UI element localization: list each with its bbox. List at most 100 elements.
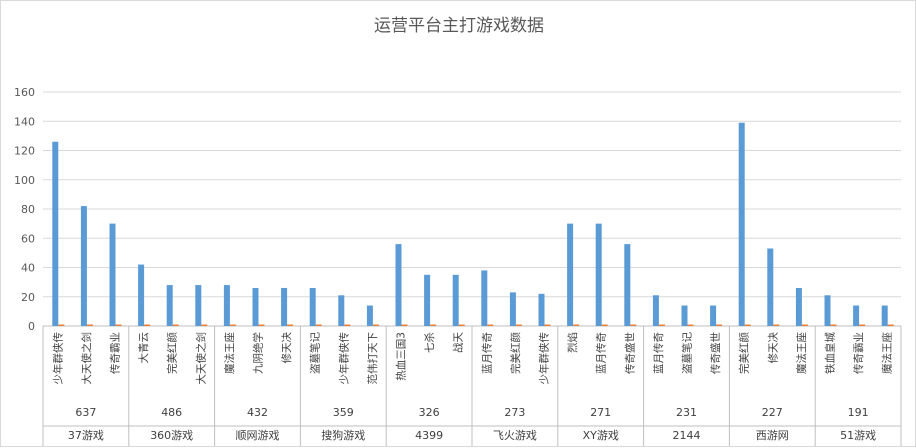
- bar-secondary: [372, 324, 379, 326]
- x-category-label: 少年群侠传: [51, 332, 64, 385]
- x-category-label: 铁血皇城: [824, 332, 837, 374]
- bar-secondary: [573, 324, 580, 326]
- bar-secondary: [744, 324, 751, 326]
- group-total-label: 271: [590, 406, 611, 419]
- x-category-label: 修天决: [766, 332, 779, 364]
- bar: [738, 122, 745, 327]
- bar: [452, 274, 459, 326]
- group-total-label: 191: [848, 406, 869, 419]
- group-total-label: 227: [762, 406, 783, 419]
- bar: [767, 248, 774, 326]
- bar: [309, 287, 316, 326]
- x-category-label: 传奇盛世: [623, 332, 636, 374]
- bar-secondary: [58, 324, 65, 326]
- y-tick-label: 20: [21, 291, 35, 304]
- bar: [138, 264, 145, 326]
- bar-secondary: [315, 324, 322, 326]
- bar: [223, 285, 230, 326]
- bar-secondary: [287, 324, 294, 326]
- platform-label: 37游戏: [68, 429, 104, 442]
- bar-secondary: [401, 324, 408, 326]
- y-tick-label: 120: [14, 145, 35, 158]
- x-category-label: 魔法王座: [223, 332, 236, 374]
- bar: [538, 293, 545, 326]
- platform-label: 51游戏: [840, 429, 876, 442]
- group-total-label: 432: [247, 406, 268, 419]
- bar: [881, 305, 888, 326]
- y-tick-label: 100: [14, 174, 35, 187]
- bar: [624, 244, 631, 326]
- x-category-label: 传奇霸业: [109, 332, 122, 374]
- bar: [80, 206, 87, 326]
- chart-title: 运营平台主打游戏数据: [374, 16, 544, 36]
- bar-secondary: [258, 324, 265, 326]
- group-total-label: 359: [333, 406, 354, 419]
- bar: [509, 292, 516, 326]
- bar: [595, 223, 602, 326]
- bar-secondary: [658, 324, 665, 326]
- bar-secondary: [801, 324, 808, 326]
- x-category-label: 热血三国3: [395, 332, 408, 381]
- y-tick-label: 0: [28, 320, 35, 333]
- bar: [195, 285, 202, 326]
- bar: [710, 305, 717, 326]
- x-category-label: 蓝月传奇: [595, 332, 608, 374]
- x-category-label: 少年群侠传: [337, 332, 350, 385]
- group-total-label: 326: [419, 406, 440, 419]
- group-total-label: 273: [504, 406, 525, 419]
- bar: [166, 285, 173, 326]
- bar: [52, 141, 59, 326]
- bar-secondary: [86, 324, 93, 326]
- bar: [366, 305, 373, 326]
- y-tick-label: 160: [14, 86, 35, 99]
- bar-secondary: [344, 324, 351, 326]
- x-category-label: 传奇盛世: [709, 332, 722, 374]
- bar: [424, 274, 431, 326]
- y-tick-label: 40: [21, 262, 35, 275]
- bar: [481, 270, 488, 326]
- platform-label: 2144: [673, 429, 701, 442]
- bar: [281, 287, 288, 326]
- bar-secondary: [716, 324, 723, 326]
- bar-secondary: [630, 324, 637, 326]
- bar: [681, 305, 688, 326]
- x-category-label: 大青云: [137, 332, 150, 364]
- x-category-label: 魔法王座: [795, 332, 808, 374]
- bar-secondary: [229, 324, 236, 326]
- x-category-label: 九阴绝学: [252, 332, 265, 374]
- x-category-label: 传奇霸业: [852, 332, 865, 374]
- y-tick-label: 80: [21, 203, 35, 216]
- x-category-label: 蓝月传奇: [652, 332, 665, 374]
- bar-secondary: [601, 324, 608, 326]
- x-category-label: 少年群侠传: [538, 332, 551, 385]
- x-category-label: 范伟打天下: [366, 332, 379, 385]
- x-category-label: 烈焰: [566, 332, 579, 353]
- bar: [338, 295, 345, 326]
- platform-label: 4399: [415, 429, 443, 442]
- x-category-label: 修天决: [280, 332, 293, 364]
- x-category-label: 盗墓笔记: [309, 332, 322, 374]
- x-category-label: 完美红颜: [509, 332, 522, 374]
- platform-label: 顺网游戏: [236, 429, 280, 442]
- platform-label: XY游戏: [583, 429, 619, 442]
- platform-label: 飞火游戏: [493, 429, 537, 442]
- x-category-label: 完美红颜: [738, 332, 751, 374]
- bar-secondary: [487, 324, 494, 326]
- x-category-label: 盗墓笔记: [681, 332, 694, 374]
- y-tick-label: 60: [21, 232, 35, 245]
- platform-label: 西游网: [756, 429, 789, 442]
- bar: [652, 295, 659, 326]
- bar: [567, 223, 574, 326]
- platform-label: 搜狗游戏: [321, 428, 365, 442]
- group-total-label: 231: [676, 406, 697, 419]
- bar: [395, 244, 402, 326]
- group-total-label: 486: [161, 406, 182, 419]
- x-category-label: 蓝月传奇: [480, 332, 493, 374]
- bar-secondary: [115, 324, 122, 326]
- group-total-label: 637: [75, 406, 96, 419]
- x-category-label: 魔法王座: [881, 332, 894, 374]
- bar-secondary: [830, 324, 837, 326]
- x-category-label: 大天使之剑: [194, 332, 207, 385]
- x-category-label: 完美红颜: [166, 332, 179, 374]
